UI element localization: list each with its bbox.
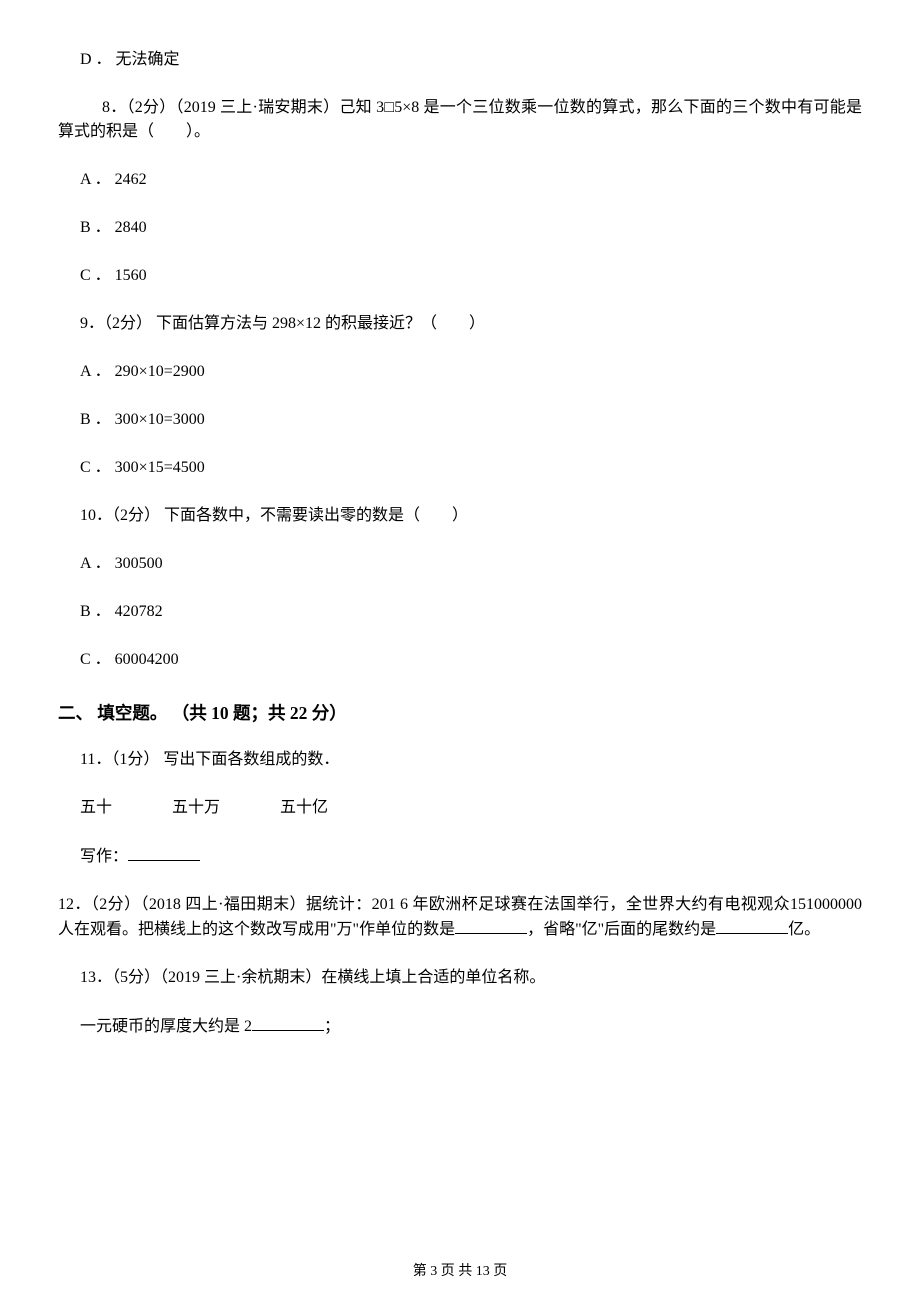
q10-text: 10．（2分） 下面各数中，不需要读出零的数是（ ） xyxy=(80,504,862,528)
q8-option-a: A ． 2462 xyxy=(80,168,862,192)
q8-option-b: B ． 2840 xyxy=(80,216,862,240)
q12-suffix: 亿。 xyxy=(788,921,820,938)
q13-line1: 一元硬币的厚度大约是 2 ； xyxy=(80,1014,862,1039)
q11-write-label: 写作： xyxy=(80,848,128,865)
q11-blank xyxy=(128,844,200,861)
q12-text: 12．（2分）（2018 四上·福田期末）据统计：201 6 年欧洲杯足球赛在法… xyxy=(58,893,862,942)
q7-option-d: D ． 无法确定 xyxy=(80,48,862,72)
q11-words: 五十 五十万 五十亿 xyxy=(80,796,862,820)
q10-option-c: C ． 60004200 xyxy=(80,648,862,672)
q9-option-c: C ． 300×15=4500 xyxy=(80,456,862,480)
q8-text: 8．（2分）（2019 三上·瑞安期末）己知 3□5×8 是一个三位数乘一位数的… xyxy=(58,96,862,144)
q10-option-a: A ． 300500 xyxy=(80,552,862,576)
q13-line1-suffix: ； xyxy=(324,1018,340,1035)
q11-word-b: 五十万 xyxy=(172,799,220,816)
q8-option-c: C ． 1560 xyxy=(80,264,862,288)
q11-word-a: 五十 xyxy=(80,799,112,816)
section-2-heading: 二、 填空题。 （共 10 题；共 22 分） xyxy=(58,700,862,726)
page: D ． 无法确定 8．（2分）（2019 三上·瑞安期末）己知 3□5×8 是一… xyxy=(0,0,920,1302)
q13-line1-prefix: 一元硬币的厚度大约是 2 xyxy=(80,1018,252,1035)
q10-option-b: B ． 420782 xyxy=(80,600,862,624)
q8-text-content: 8．（2分）（2019 三上·瑞安期末）己知 3□5×8 是一个三位数乘一位数的… xyxy=(58,96,862,144)
q13-blank-1 xyxy=(252,1014,324,1031)
q9-option-a: A ． 290×10=2900 xyxy=(80,360,862,384)
q12-blank-2 xyxy=(716,917,788,934)
q9-text: 9．（2分） 下面估算方法与 298×12 的积最接近？（ ） xyxy=(80,312,862,336)
q11-text: 11．（1分） 写出下面各数组成的数． xyxy=(80,748,862,772)
q12-mid: ，省略"亿"后面的尾数约是 xyxy=(527,921,716,938)
q9-option-b: B ． 300×10=3000 xyxy=(80,408,862,432)
q13-text: 13．（5分）（2019 三上·余杭期末）在横线上填上合适的单位名称。 xyxy=(80,966,862,990)
q11-word-c: 五十亿 xyxy=(280,799,328,816)
page-footer: 第 3 页 共 13 页 xyxy=(0,1261,920,1282)
q11-write: 写作： xyxy=(80,844,862,869)
q12-blank-1 xyxy=(455,917,527,934)
